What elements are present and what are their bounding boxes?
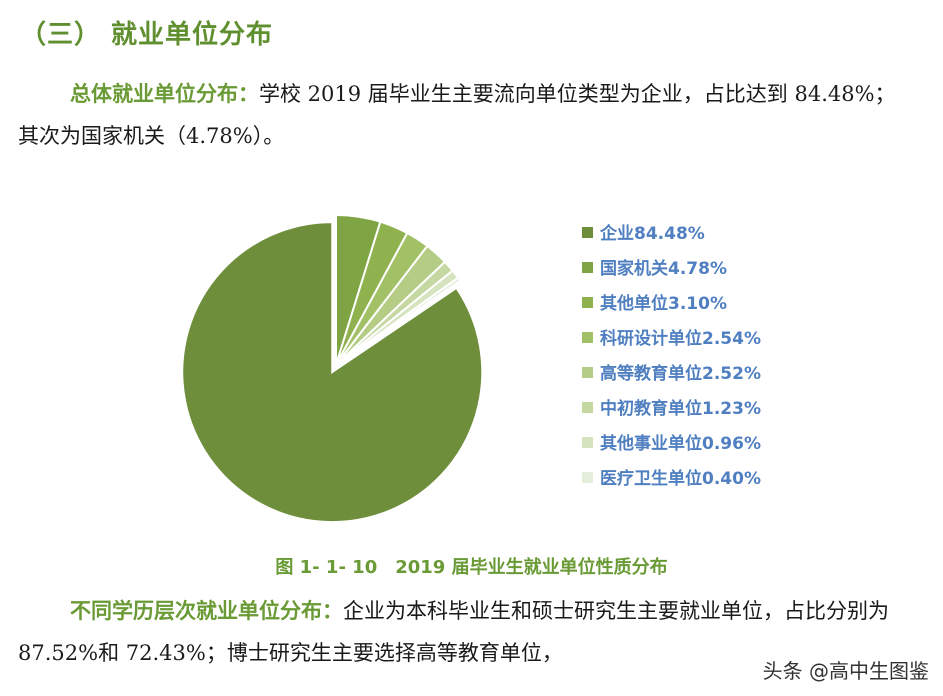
legend-label-3: 科研设计单位2.54% <box>600 328 761 349</box>
legend-label-5: 中初教育单位1.23% <box>600 398 761 419</box>
legend-label-6: 其他事业单位0.96% <box>600 433 761 454</box>
section-heading: （三） 就业单位分布 <box>20 20 274 50</box>
pie-chart: 企业84.48% 国家机关4.78% 其他单位3.10% 科研设计单位2.54% 高等教… <box>181 213 761 524</box>
legend-swatch-5 <box>582 402 593 413</box>
watermark: 头条 @高中生图鉴 <box>758 655 933 684</box>
legend-label-4: 高等教育单位2.52% <box>600 363 761 384</box>
legend-label-7: 医疗卫生单位0.40% <box>600 468 761 489</box>
legend-label-1: 国家机关4.78% <box>600 258 727 279</box>
degree-paragraph: 不同学历层次就业单位分布：企业为本科毕业生和硕士研究生主要就业单位，占比分别为 … <box>18 590 913 674</box>
summary-lead: 总体就业单位分布： <box>70 82 259 106</box>
degree-lead: 不同学历层次就业单位分布： <box>70 599 343 623</box>
summary-paragraph: 总体就业单位分布：学校 2019 届毕业生主要流向单位类型为企业，占比达到 84… <box>18 73 913 157</box>
summary-text: 学校 2019 届毕业生主要流向单位类型为企业，占比达到 84.48%；其次为国… <box>18 82 896 148</box>
pie-slice-0 <box>181 221 484 524</box>
legend-swatch-1 <box>582 262 593 273</box>
legend-swatch-2 <box>582 297 593 308</box>
legend-swatch-3 <box>582 332 593 343</box>
legend-label-0: 企业84.48% <box>599 223 705 244</box>
degree-text: 企业为本科毕业生和硕士研究生主要就业单位，占比分别为 87.52%和 72.43… <box>18 599 889 665</box>
legend-swatch-7 <box>582 472 593 483</box>
legend-swatch-4 <box>582 367 593 378</box>
legend-swatch-6 <box>582 437 593 448</box>
legend-label-2: 其他单位3.10% <box>600 293 727 314</box>
figure-caption: 图 1- 1- 10 2019 届毕业生就业单位性质分布 <box>275 557 668 578</box>
pie-slice-7 <box>335 276 462 366</box>
legend-swatch-0 <box>582 227 593 238</box>
